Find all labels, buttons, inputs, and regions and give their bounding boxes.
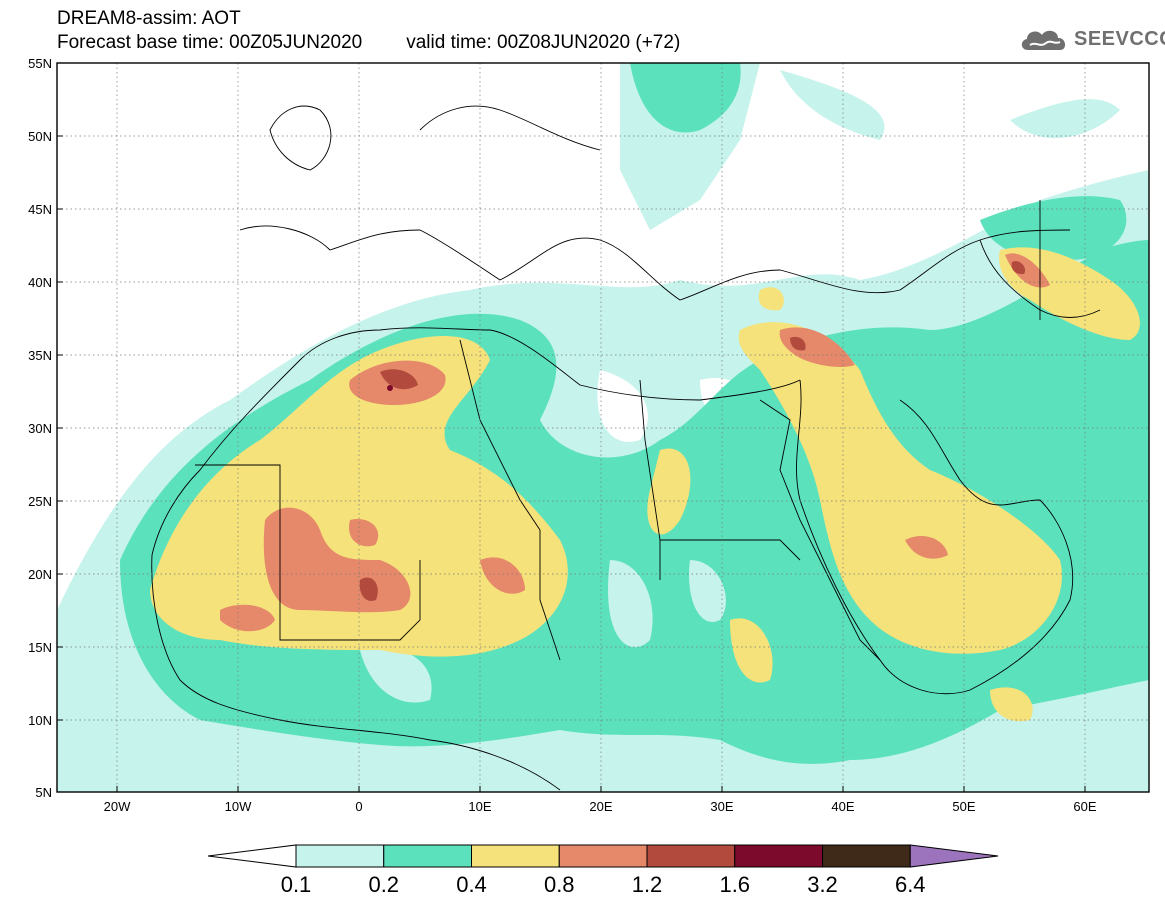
lon-label: 50E bbox=[952, 799, 975, 814]
lat-label: 35N bbox=[28, 348, 52, 363]
map-title: DREAM8-assim: AOT bbox=[57, 8, 241, 29]
colorbar-label: 1.2 bbox=[631, 872, 663, 897]
colorbar-segment bbox=[383, 844, 472, 868]
colorbar-segment bbox=[471, 844, 560, 868]
base-time: Forecast base time: 00Z05JUN2020 bbox=[57, 32, 363, 53]
lon-label: 20W bbox=[104, 799, 131, 814]
colorbar-label: 0.8 bbox=[543, 872, 575, 897]
lat-label: 10N bbox=[28, 713, 52, 728]
lat-label: 45N bbox=[28, 202, 52, 217]
lat-labels: 55N 50N 45N 40N 35N 30N 25N 20N 15N 10N … bbox=[28, 56, 52, 800]
lon-label: 10W bbox=[225, 799, 252, 814]
colorbar-segment bbox=[295, 844, 385, 868]
valid-time: valid time: 00Z08JUN2020 (+72) bbox=[406, 32, 681, 53]
colorbar-under-arrow bbox=[207, 844, 297, 868]
colorbar bbox=[207, 844, 999, 868]
axis-ticks bbox=[57, 62, 1086, 793]
lon-label: 40E bbox=[831, 799, 854, 814]
colorbar-segment bbox=[822, 844, 911, 868]
grid bbox=[57, 63, 1149, 792]
colorbar-label: 0.2 bbox=[368, 872, 400, 897]
coastlines bbox=[151, 105, 1101, 791]
forecast-times: Forecast base time: 00Z05JUN2020 valid ti… bbox=[57, 33, 680, 53]
lon-label: 0 bbox=[355, 799, 362, 814]
lon-label: 20E bbox=[589, 799, 612, 814]
colorbar-label: 0.4 bbox=[456, 872, 487, 897]
lat-label: 15N bbox=[28, 640, 52, 655]
lon-label: 30E bbox=[710, 799, 733, 814]
colorbar-label: 1.6 bbox=[719, 872, 751, 897]
cloud-icon bbox=[1021, 30, 1066, 50]
lat-label: 50N bbox=[28, 129, 52, 144]
lat-label: 25N bbox=[28, 494, 52, 509]
lon-labels: 20W 10W 0 10E 20E 30E 40E 50E 60E bbox=[104, 799, 1097, 814]
colorbar-segment bbox=[558, 844, 648, 868]
lon-label: 10E bbox=[468, 799, 491, 814]
aot-field bbox=[57, 63, 1149, 792]
lat-label: 55N bbox=[28, 56, 52, 71]
seevccc-logo: SEEVCCC bbox=[1018, 24, 1165, 54]
lat-label: 20N bbox=[28, 567, 52, 582]
colorbar-label: 6.4 bbox=[894, 872, 926, 897]
logo-text: SEEVCCC bbox=[1074, 28, 1165, 50]
lat-label: 5N bbox=[35, 785, 52, 800]
lat-label: 30N bbox=[28, 421, 52, 436]
lon-label: 60E bbox=[1073, 799, 1096, 814]
colorbar-label: 0.1 bbox=[280, 872, 312, 897]
colorbar-segment bbox=[734, 844, 823, 868]
colorbar-segment bbox=[646, 844, 736, 868]
lat-label: 40N bbox=[28, 275, 52, 290]
colorbar-label: 3.2 bbox=[807, 872, 838, 897]
colorbar-over-arrow bbox=[909, 844, 999, 868]
